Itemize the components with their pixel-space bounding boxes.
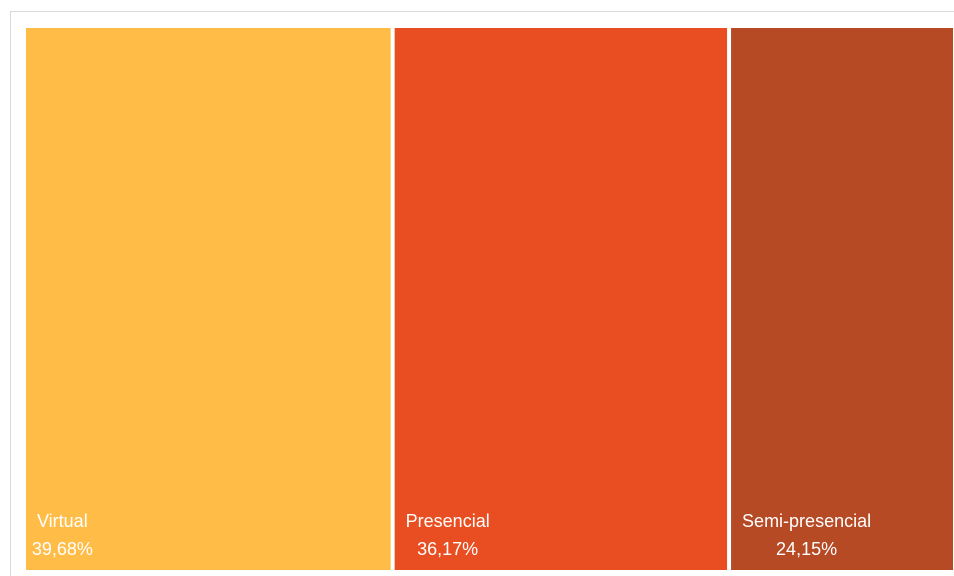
tile-label-presencial: Presencial (406, 511, 490, 531)
tile-value-virtual: 39,68% (32, 539, 93, 559)
tile-label-virtual: Virtual (37, 511, 88, 531)
tile-virtual (26, 28, 391, 570)
tile-value-presencial: 36,17% (417, 539, 478, 559)
tile-semi-presencial (731, 28, 953, 570)
tile-presencial (394, 28, 728, 570)
tile-label-semi-presencial: Semi-presencial (742, 511, 871, 531)
chart-frame (10, 11, 954, 576)
tile-value-semi-presencial: 24,15% (776, 539, 837, 559)
